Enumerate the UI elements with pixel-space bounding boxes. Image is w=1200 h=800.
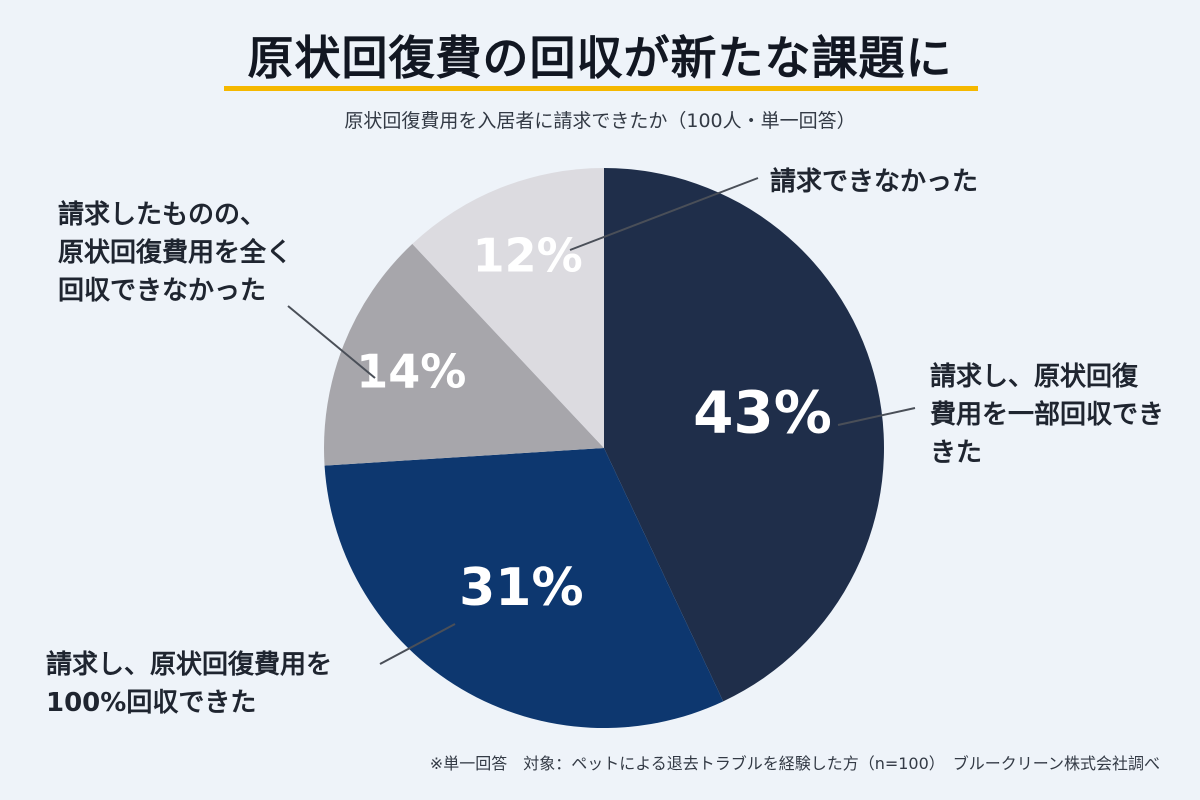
leader-31 (379, 623, 456, 665)
pct-label-14: 14% (356, 345, 466, 399)
slice-43 (604, 168, 884, 702)
pct-label-12: 12% (473, 228, 583, 282)
slice-12 (412, 168, 604, 448)
pct-label-31: 31% (459, 558, 583, 618)
slice-label-14: 請求したものの、 原状回復費用を全く 回収できなかった (58, 200, 293, 306)
slice-label-31: 請求し、原状回復費用を 100%回収できた (46, 650, 333, 718)
chart-subtitle: 原状回復費用を入居者に請求できたか（100人・単一回答） (344, 110, 856, 132)
leader-14 (287, 305, 376, 379)
pct-label-43: 43% (693, 379, 832, 447)
slice-31 (324, 448, 724, 729)
slice-14 (324, 243, 604, 466)
title-underline (224, 86, 978, 91)
slice-label-43: 請求し、原状回復 費用を一部回収でき きた (930, 362, 1165, 468)
leader-12 (569, 177, 759, 251)
slice-label-12: 請求できなかった (770, 167, 979, 197)
footnote: ※単一回答 対象：ペットによる退去トラブルを経験した方（n=100） ブルークリ… (429, 754, 1160, 773)
leader-43 (837, 407, 916, 426)
chart-title: 原状回復費の回収が新たな課題に (247, 31, 953, 85)
